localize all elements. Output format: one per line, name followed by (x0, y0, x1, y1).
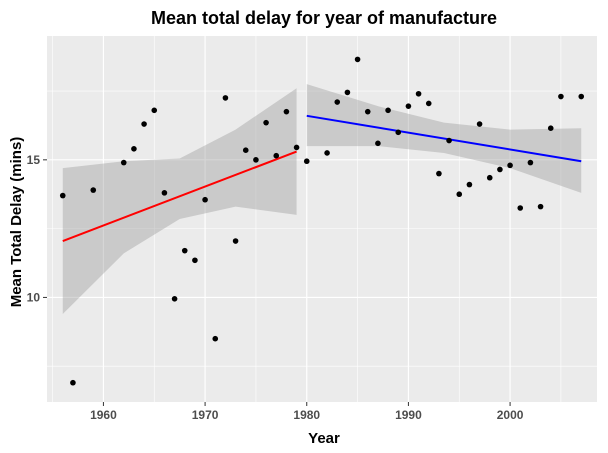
x-axis-title: Year (308, 430, 340, 447)
data-point (192, 257, 198, 264)
data-point (395, 129, 402, 136)
data-point (212, 335, 219, 342)
data-point (293, 144, 300, 151)
data-point (59, 192, 66, 199)
data-point (334, 99, 341, 105)
trend-lines (62, 114, 582, 242)
data-point (171, 296, 178, 302)
data-point (436, 170, 442, 177)
major-gridlines (47, 36, 597, 402)
data-point (283, 108, 290, 115)
plot-panel (47, 36, 597, 402)
data-point (344, 89, 351, 96)
data-point (303, 158, 310, 165)
confidence-band (62, 88, 297, 314)
y-axis: 10 15 (27, 153, 47, 304)
data-points (59, 56, 585, 386)
x-tick-label: 1970 (192, 408, 219, 422)
data-point (558, 93, 564, 100)
data-point (354, 56, 361, 63)
y-tick-label: 10 (27, 290, 41, 304)
data-point (70, 379, 76, 386)
x-tick-label: 2000 (497, 408, 524, 422)
data-point (385, 107, 391, 114)
data-point (202, 196, 208, 203)
data-point (242, 147, 249, 154)
data-point (425, 100, 432, 107)
data-point (161, 190, 168, 196)
minor-gridlines (47, 36, 597, 402)
data-point (364, 108, 371, 115)
data-point (476, 121, 483, 127)
data-point (547, 125, 554, 131)
data-point (578, 93, 585, 100)
data-point (405, 103, 412, 109)
x-axis: 1960 1970 1980 1990 2000 (90, 402, 524, 422)
data-point (232, 238, 239, 244)
y-tick-label: 15 (27, 153, 41, 167)
x-tick-label: 1980 (293, 408, 320, 422)
data-point (141, 121, 147, 127)
data-point (324, 150, 330, 156)
trend-line (62, 150, 297, 242)
data-point (151, 107, 158, 114)
data-point (253, 157, 259, 163)
data-point (415, 90, 422, 97)
data-point (273, 152, 280, 159)
data-point (263, 119, 269, 126)
x-tick-label: 1990 (395, 408, 422, 422)
data-point (507, 162, 513, 169)
data-point (466, 181, 473, 188)
data-point (131, 146, 137, 152)
data-point (497, 166, 503, 173)
data-point (181, 247, 188, 254)
data-point (222, 95, 229, 101)
data-point (456, 191, 463, 198)
y-axis-title: Mean Total Delay (mins) (8, 137, 25, 308)
data-point (486, 174, 493, 181)
trend-line (306, 114, 582, 163)
data-point (90, 187, 97, 193)
data-point (446, 137, 452, 144)
chart-title: Mean total delay for year of manufacture (151, 8, 497, 28)
data-point (527, 159, 534, 166)
data-point (517, 205, 524, 211)
x-tick-label: 1960 (90, 408, 117, 422)
data-point (537, 203, 544, 210)
data-point (375, 140, 381, 147)
data-point (120, 159, 127, 166)
